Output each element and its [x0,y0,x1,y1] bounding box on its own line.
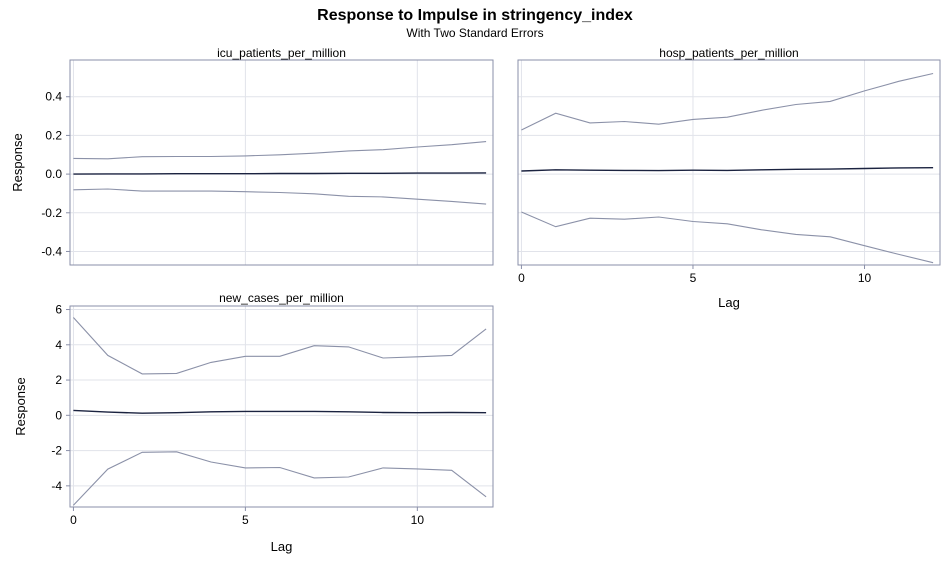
y-axis-label: Response [13,377,28,436]
panel-icu-patients-per-million: icu_patients_per_million -0.4 -0.2 0.0 0.2 0.… [10,46,494,266]
chart-subtitle: With Two Standard Errors [406,26,544,40]
y-tick-label: 0.2 [45,128,62,142]
x-tick-label: 10 [411,513,425,527]
x-tick-label: 10 [858,271,872,285]
response-line [73,409,487,414]
panel-hosp-patients-per-million: hosp_patients_per_million 0 5 10 Lag [517,46,941,310]
response-line [73,172,487,175]
y-tick-label: -0.2 [41,206,62,220]
y-tick-label: -2 [51,444,62,458]
panel-title: new_cases_per_million [219,291,344,305]
panel-new-cases-per-million: new_cases_per_million -4 -2 0 2 4 6 0 5 10 Respons… [13,291,494,554]
plot-frame [517,59,941,266]
upper-band-line [73,141,487,160]
y-tick-label: -0.4 [41,244,62,258]
y-tick-label: 0 [55,408,62,422]
y-tick-label: 6 [55,303,62,317]
plot-frame [69,305,494,508]
chart-title: Response to Impulse in stringency_index [317,7,633,24]
lower-band-line [521,211,934,264]
y-tick-label: 2 [55,373,62,387]
y-tick-label: 4 [55,338,62,352]
y-tick-label: 0.0 [45,167,62,181]
plot-frame [69,59,494,266]
lower-band-line [73,451,487,506]
x-tick-label: 0 [70,513,77,527]
y-tick-label: -4 [51,479,62,493]
x-tick-label: 5 [242,513,249,527]
lower-band-line [73,188,487,205]
x-axis-label: Lag [718,295,740,310]
x-axis-label: Lag [271,539,293,554]
response-line [521,167,934,172]
x-tick-label: 5 [690,271,697,285]
upper-band-line [72,317,487,375]
panel-title: icu_patients_per_million [217,46,346,60]
upper-band-line [521,72,934,131]
y-axis-label: Response [10,133,25,192]
y-tick-label: 0.4 [45,90,62,104]
x-tick-label: 0 [518,271,525,285]
panel-title: hosp_patients_per_million [659,46,798,60]
